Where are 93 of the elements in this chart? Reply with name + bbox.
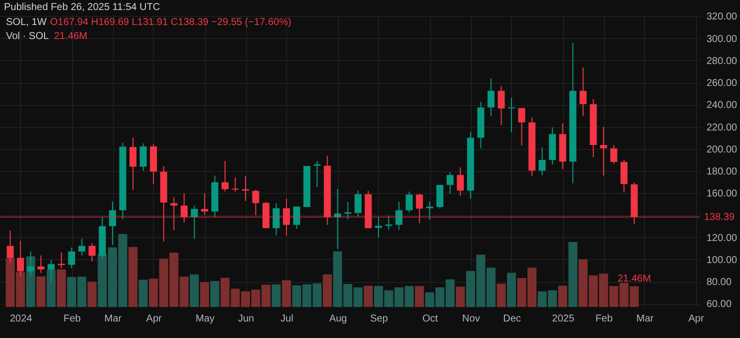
x-tick-label: Apr (146, 314, 162, 324)
candlestick (406, 191, 413, 214)
candlestick (129, 137, 136, 190)
x-tick-label: Oct (422, 314, 438, 324)
candlestick (282, 198, 290, 236)
y-tick-label: 320.00 (706, 12, 738, 23)
bar (496, 284, 506, 307)
x-tick-label: Apr (688, 314, 705, 324)
bar (364, 286, 373, 307)
chart-title: SOL, 1W (6, 17, 48, 28)
candlestick (498, 86, 505, 126)
candlestick (334, 188, 342, 250)
candlestick (374, 216, 382, 238)
candlestick (232, 177, 239, 192)
candlestick (180, 192, 188, 224)
candlestick (242, 175, 250, 202)
candlestick (201, 192, 208, 216)
candlestick (344, 201, 352, 220)
candlestick (610, 144, 618, 164)
y-tick-label: 100.00 (706, 254, 738, 266)
x-tick-label: Nov (462, 314, 480, 324)
candlestick (109, 201, 116, 246)
bar (210, 280, 220, 307)
y-tick-label: 180.00 (706, 166, 738, 178)
bar (88, 282, 97, 307)
text: 21.46M (54, 31, 88, 42)
candlestick (446, 172, 454, 194)
candlestick (600, 126, 608, 176)
x-tick-label: 2025 (552, 314, 575, 324)
x-tick-label: Mar (104, 314, 122, 324)
candlestick (508, 96, 515, 133)
bar (128, 247, 138, 307)
candlestick (170, 196, 178, 231)
candlestick (518, 108, 526, 146)
bar (36, 276, 46, 307)
x-tick-label: Mar (636, 314, 654, 324)
candlestick (190, 205, 198, 240)
candlestick (354, 190, 362, 218)
bar (190, 274, 199, 307)
x-tick-label: Dec (503, 314, 521, 324)
candlestick (580, 67, 587, 117)
y-tick-label: 160.00 (706, 188, 738, 200)
candlestick (88, 242, 96, 262)
y-tick-label: 300.00 (706, 34, 738, 45)
candlestick (293, 206, 300, 230)
y-tick-label: 200.00 (706, 144, 738, 156)
candlestick (456, 166, 464, 196)
candlestick (488, 78, 495, 117)
bar (456, 286, 465, 307)
y-tick-label: 120.00 (706, 232, 738, 244)
bar (414, 286, 424, 307)
candlestick (37, 254, 44, 274)
y-tick-label: 280.00 (706, 56, 738, 67)
candlestick (395, 201, 402, 230)
bar (56, 269, 66, 307)
annotation: Vol · SOL (6, 31, 50, 42)
candlestick (620, 159, 628, 193)
candlestick (436, 184, 444, 210)
x-tick-label: Sep (370, 314, 388, 324)
x-tick-label: Aug (329, 314, 347, 324)
y-tick-label: 220.00 (706, 122, 738, 134)
annotation: O167.94 H169.69 L131.91 C138.39 −29.55 (−17.60%) (50, 17, 292, 28)
candlestick (385, 215, 392, 230)
bar (272, 284, 281, 307)
candlestick (140, 142, 147, 172)
x-tick-label: Feb (63, 314, 82, 324)
bar (568, 242, 578, 307)
text: Published Feb 26, 2025 11:54 UTC (4, 2, 160, 13)
bar (506, 272, 516, 307)
data-label: 21.46M (618, 273, 651, 284)
ref-line-label: 138.39 (704, 212, 736, 224)
y-tick-label: 260.00 (706, 78, 738, 90)
y-tick-label: 60.00 (706, 299, 732, 310)
candlestick (416, 193, 423, 224)
y-tick-label: 80.00 (706, 277, 732, 288)
x-tick-label: Jul (280, 314, 294, 324)
candlestick (222, 160, 229, 192)
bar (138, 280, 148, 307)
candlestick (68, 247, 76, 269)
candlestick (426, 201, 434, 220)
y-tick-label: 240.00 (706, 100, 738, 112)
candlestick (78, 238, 86, 256)
bar (322, 274, 332, 307)
candlestick (252, 189, 260, 216)
bar (282, 280, 291, 307)
x-tick-label: Jun (238, 314, 254, 324)
candlestick (538, 146, 546, 176)
bar (200, 282, 210, 307)
x-tick-label: May (196, 314, 215, 324)
candlestick (272, 202, 280, 236)
x-tick-label: Feb (595, 314, 614, 324)
x-tick-label: 2024 (10, 314, 33, 324)
bar (558, 286, 568, 307)
